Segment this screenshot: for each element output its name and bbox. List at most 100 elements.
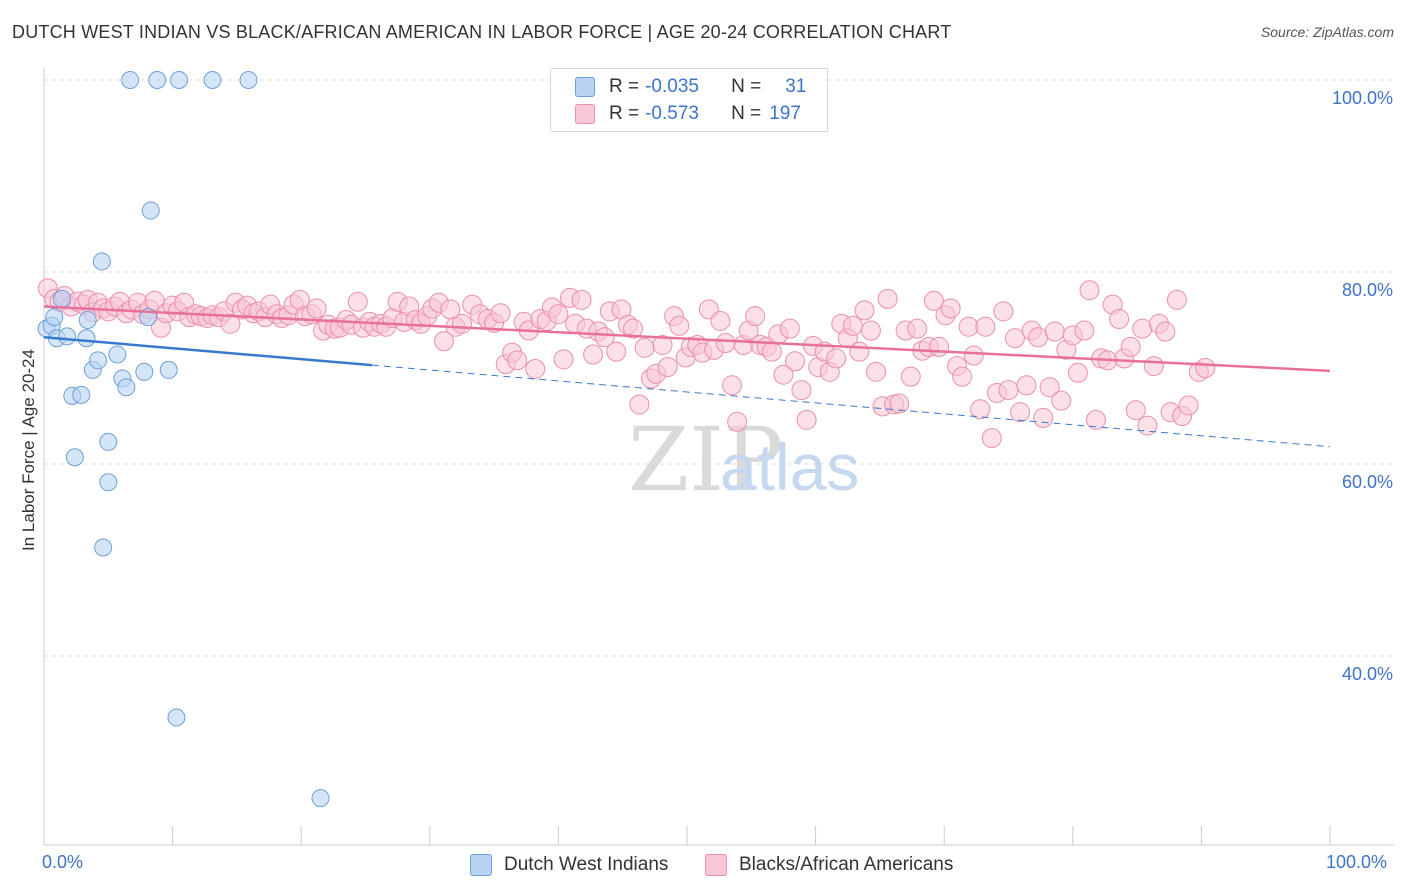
data-point-black-african-american	[652, 334, 673, 355]
data-point-black-african-american	[1125, 400, 1146, 421]
data-point-dutch-west-indian	[239, 71, 258, 89]
data-point-dutch-west-indian	[94, 538, 113, 557]
trend-line-dutch-west-indian-extrapolated	[371, 364, 1331, 448]
trend-line-dutch-west-indian	[43, 336, 373, 367]
y-tick-label: 60.0%	[1342, 472, 1393, 492]
data-point-black-african-american	[866, 361, 887, 382]
data-point-dutch-west-indian	[89, 351, 108, 370]
data-point-black-african-american	[889, 393, 910, 414]
data-point-dutch-west-indian	[148, 71, 167, 89]
data-point-black-african-american	[1039, 377, 1060, 398]
legend-row-dutch-west-indian: R = -0.035 N = 31	[575, 74, 806, 100]
data-point-black-african-american	[907, 318, 928, 339]
series-dutch-west-indian-points	[37, 71, 330, 808]
bottom-legend-label: Dutch West Indians	[504, 854, 669, 875]
data-point-black-african-american	[525, 358, 546, 379]
data-point-black-african-american	[669, 315, 690, 336]
data-point-black-african-american	[773, 364, 794, 385]
data-point-black-african-american	[900, 366, 921, 387]
data-point-black-african-american	[583, 344, 604, 365]
data-point-dutch-west-indian	[58, 327, 77, 346]
legend-n-label: N =	[731, 103, 762, 124]
legend-swatch-pink	[575, 104, 595, 124]
data-point-black-african-american	[1137, 415, 1158, 436]
bottom-legend-swatch-pink	[705, 854, 727, 876]
data-point-black-african-american	[796, 409, 817, 430]
data-point-black-african-american	[629, 394, 650, 415]
data-point-black-african-american	[1044, 321, 1065, 342]
data-point-dutch-west-indian	[53, 289, 72, 308]
series-black-african-american-points	[37, 278, 1216, 449]
data-point-black-african-american	[1016, 375, 1037, 396]
data-point-black-african-american	[490, 303, 511, 324]
data-point-black-african-american	[958, 316, 979, 337]
data-point-black-african-american	[722, 375, 743, 396]
data-point-black-african-american	[975, 316, 996, 337]
data-point-dutch-west-indian	[99, 432, 118, 451]
data-point-black-african-american	[1067, 362, 1088, 383]
data-point-dutch-west-indian	[72, 385, 91, 404]
watermark-zip: ZIP	[628, 408, 783, 511]
data-point-black-african-american	[929, 336, 950, 357]
x-tick-label-right: 100.0%	[1326, 852, 1388, 872]
data-point-black-african-american	[970, 399, 991, 420]
data-point-black-african-american	[553, 349, 574, 370]
data-point-black-african-american	[1132, 318, 1153, 339]
data-point-black-african-american	[433, 331, 454, 352]
legend-r-value: -0.035	[645, 76, 699, 97]
data-point-black-african-american	[1155, 321, 1176, 342]
data-point-black-african-american	[1195, 358, 1216, 378]
data-point-dutch-west-indian	[167, 708, 186, 727]
data-point-black-african-american	[940, 298, 961, 319]
data-point-black-african-american	[998, 380, 1019, 401]
data-point-black-african-american	[1051, 390, 1072, 411]
data-point-black-african-american	[1085, 409, 1106, 430]
data-point-dutch-west-indian	[92, 252, 111, 271]
trend-lines	[43, 305, 1331, 448]
data-point-dutch-west-indian	[45, 308, 64, 327]
data-point-black-african-american	[220, 313, 241, 334]
data-point-black-african-american	[1074, 320, 1095, 341]
bottom-legend-dutch-west-indian: Dutch West Indians	[470, 852, 668, 878]
legend-row-black-african-american: R = -0.573 N = 197	[575, 101, 801, 127]
data-point-black-african-american	[826, 348, 847, 369]
legend-r-label: R =	[609, 103, 640, 124]
legend-swatch-blue	[575, 77, 595, 97]
data-point-black-african-american	[745, 306, 766, 327]
data-point-black-african-american	[710, 310, 731, 331]
data-point-black-african-american	[1010, 402, 1031, 423]
data-point-black-african-american	[1143, 356, 1164, 377]
data-point-black-african-american	[1178, 395, 1199, 416]
chart-title: DUTCH WEST INDIAN VS BLACK/AFRICAN AMERI…	[12, 22, 952, 42]
correlation-legend: R = -0.035 N = 31 R = -0.573 N = 197	[550, 68, 828, 132]
trend-line-black-african-american	[43, 305, 1331, 373]
data-point-black-african-american	[761, 341, 782, 362]
data-point-dutch-west-indian	[141, 201, 160, 220]
source-credit: Source: ZipAtlas.com	[1260, 24, 1394, 40]
watermark-atlas: atlas	[720, 430, 859, 504]
data-point-black-african-american	[860, 320, 881, 341]
data-point-black-african-american	[785, 351, 806, 372]
data-point-dutch-west-indian	[108, 345, 127, 364]
x-tick-label-left: 0.0%	[42, 852, 84, 872]
watermark: ZIP atlas	[628, 408, 859, 511]
legend-r-label: R =	[609, 76, 640, 97]
data-point-dutch-west-indian	[117, 378, 136, 397]
data-point-black-african-american	[877, 288, 898, 309]
data-point-black-african-american	[606, 341, 627, 362]
data-point-black-african-american	[548, 304, 569, 325]
data-point-dutch-west-indian	[99, 473, 118, 492]
data-point-black-african-american	[727, 411, 748, 432]
data-point-black-african-american	[1166, 289, 1187, 310]
legend-n-label: N =	[731, 76, 762, 97]
axes	[43, 68, 1394, 846]
data-point-black-african-american	[571, 289, 592, 310]
legend-n-value: 197	[769, 103, 801, 124]
data-point-dutch-west-indian	[65, 448, 84, 467]
y-tick-label: 80.0%	[1342, 280, 1393, 300]
data-point-black-african-american	[1004, 328, 1025, 349]
y-tick-label: 40.0%	[1342, 664, 1393, 684]
data-point-black-african-american	[1033, 407, 1054, 428]
data-point-dutch-west-indian	[78, 311, 97, 329]
y-tick-label: 100.0%	[1332, 88, 1393, 108]
